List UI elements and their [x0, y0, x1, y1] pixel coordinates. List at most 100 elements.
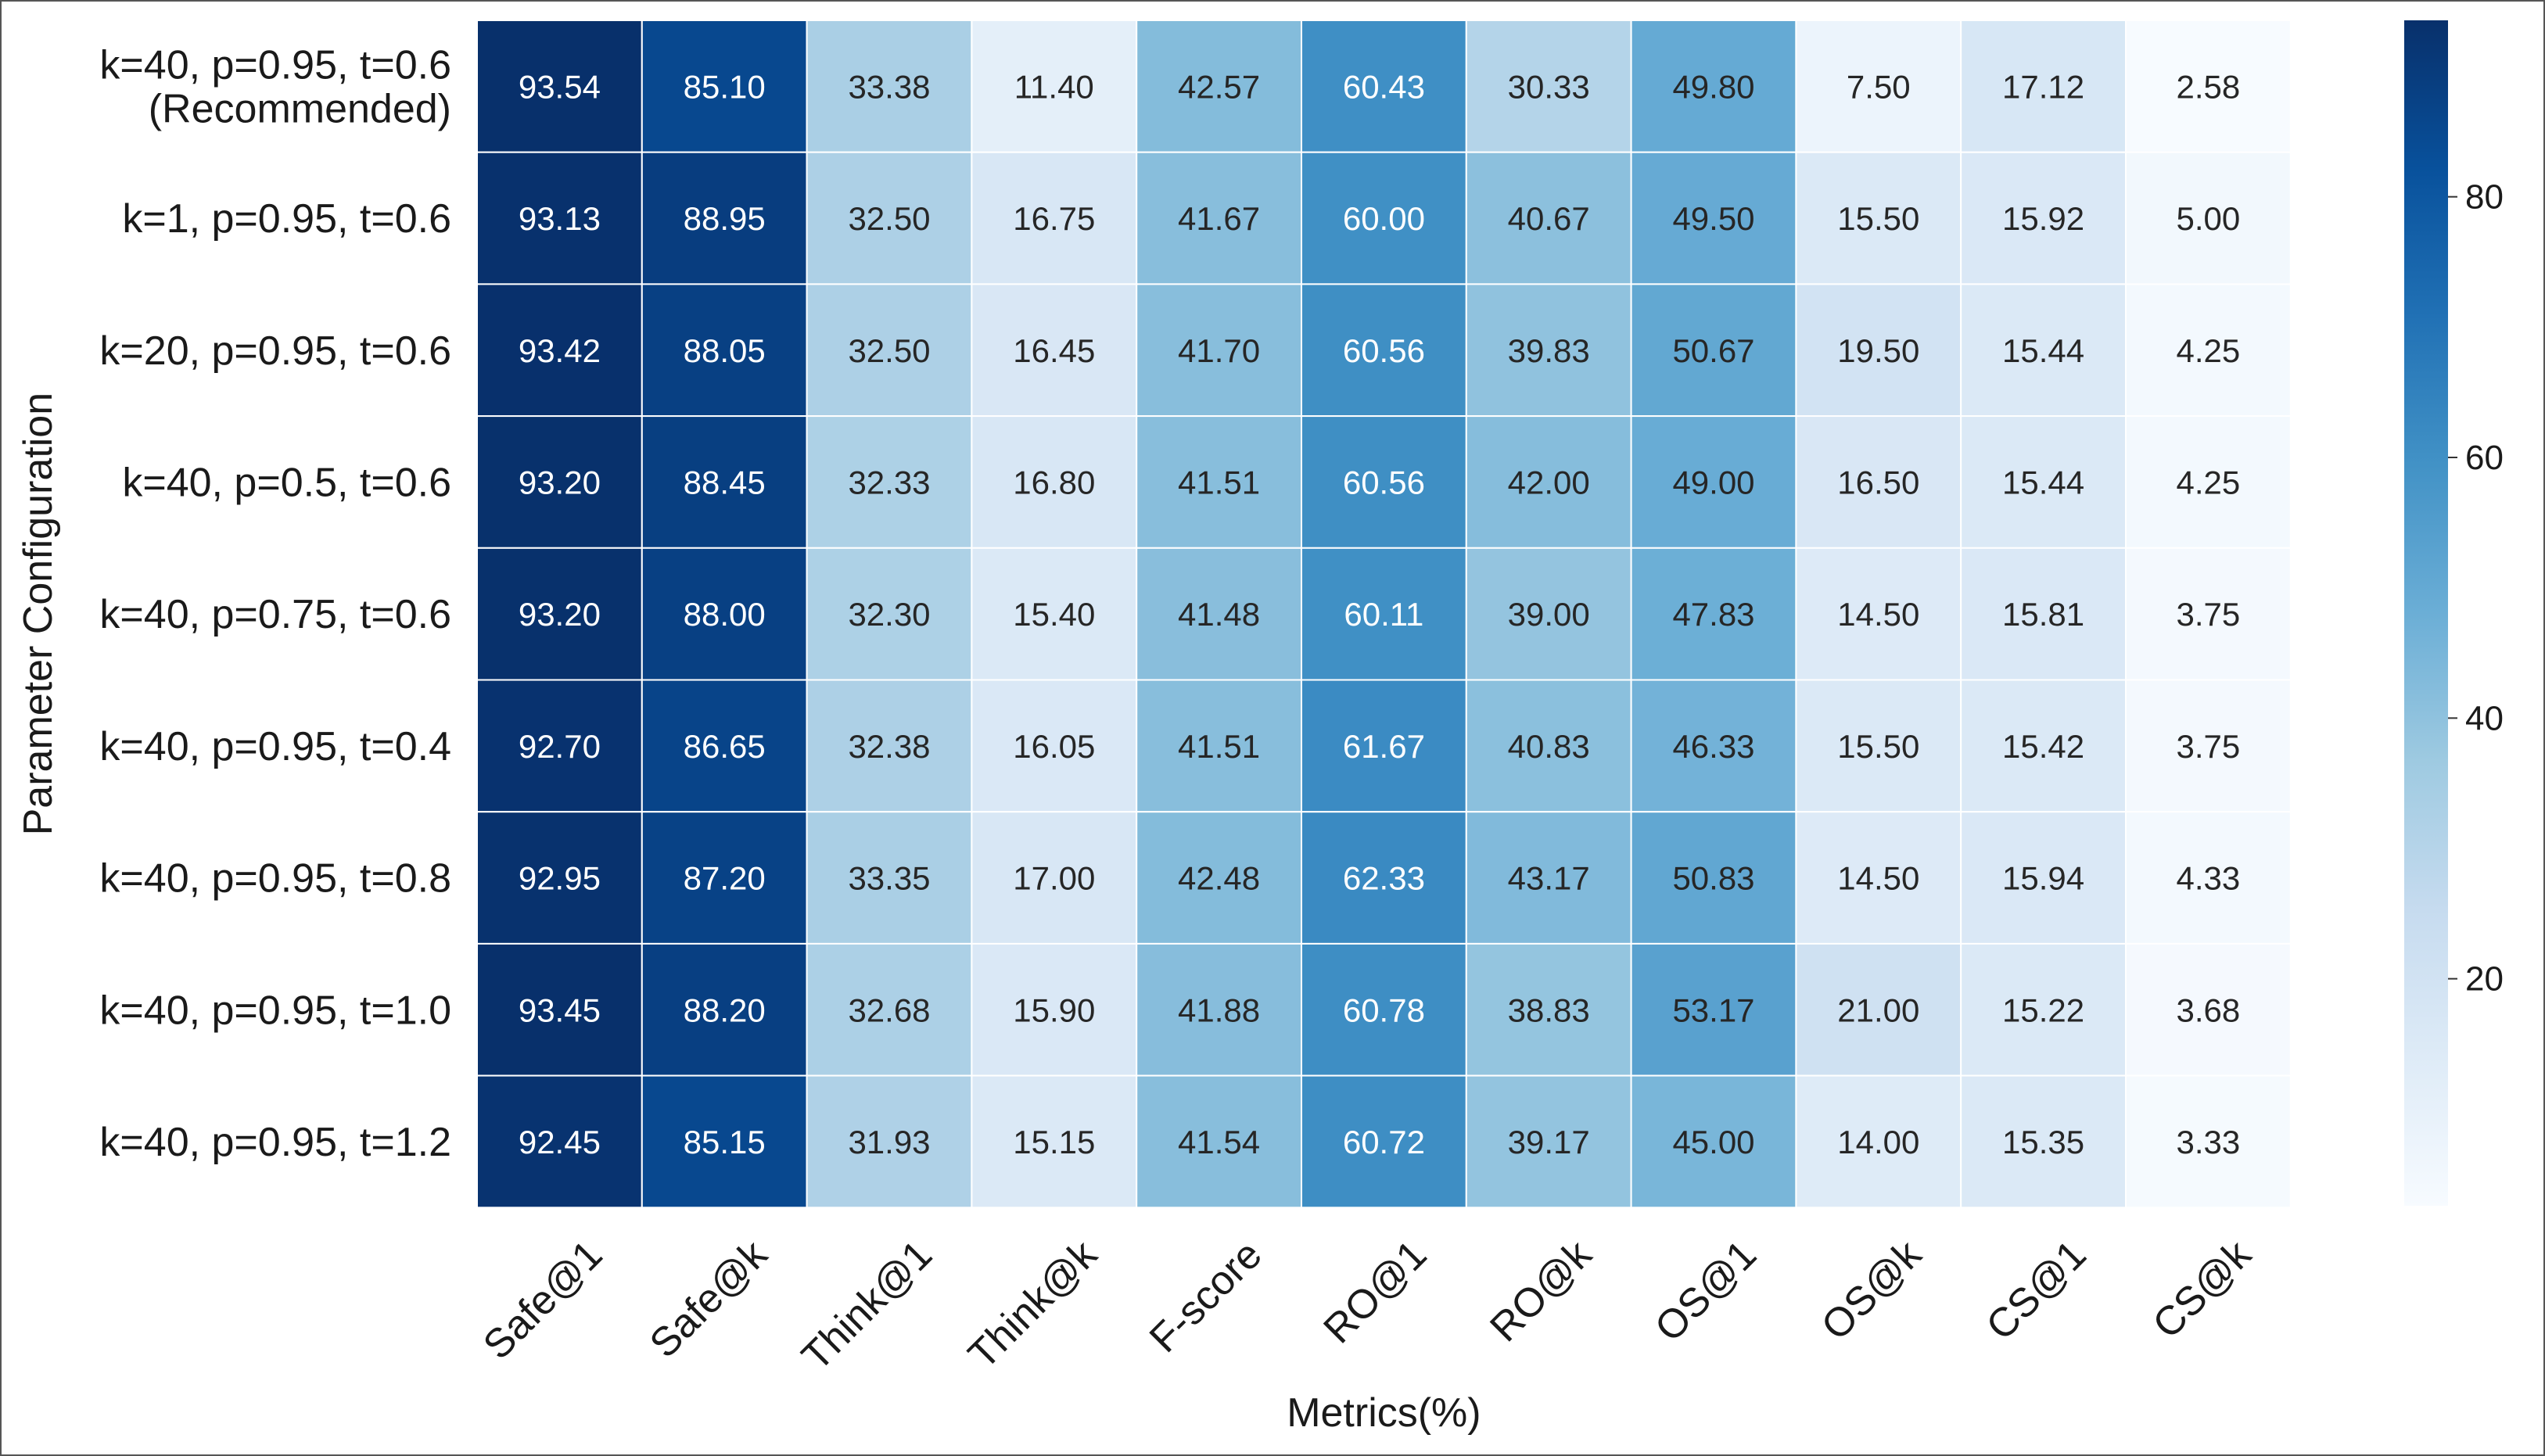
heatmap-cell [971, 547, 1138, 681]
heatmap-cell [2125, 283, 2292, 418]
heatmap-cell [476, 151, 643, 285]
heatmap-cell [1960, 151, 2127, 285]
cell-value-label: 60.00 [1343, 200, 1425, 237]
row-labels: k=40, p=0.95, t=0.6(Recommended) k=1, p=0… [99, 42, 451, 1165]
heatmap-cell [476, 283, 643, 418]
heatmap-cell [1960, 942, 2127, 1077]
cell-value-label: 17.12 [2002, 68, 2084, 105]
cell-value-label: 16.80 [1013, 464, 1095, 500]
heatmap-cell [1301, 679, 1467, 813]
cell-value-label: 39.17 [1508, 1124, 1590, 1160]
heatmap-cell [971, 1074, 1138, 1209]
cell-value-label: 49.50 [1672, 200, 1754, 237]
heatmap-cell [2125, 151, 2292, 285]
cell-value-label: 88.95 [684, 200, 766, 237]
heatmap-cell [971, 151, 1138, 285]
cell-value-label: 49.80 [1672, 68, 1754, 105]
heatmap-cell [2125, 679, 2292, 813]
cell-value-label: 46.33 [1672, 728, 1754, 765]
cell-value-label: 21.00 [1837, 992, 1919, 1028]
cell-value-label: 16.05 [1013, 728, 1095, 765]
cell-value-label: 16.50 [1837, 464, 1919, 500]
heatmap-cell [641, 942, 808, 1077]
cell-value-label: 16.75 [1013, 200, 1095, 237]
cell-value-label: 41.67 [1178, 200, 1260, 237]
cell-value-label: 15.40 [1013, 596, 1095, 633]
heatmap-cell [1301, 942, 1467, 1077]
column-label: OS@1 [1646, 1232, 1765, 1350]
heatmap-cell [1630, 811, 1797, 945]
cell-value-label: 16.45 [1013, 332, 1095, 369]
heatmap-cell [971, 942, 1138, 1077]
heatmap-cell [971, 811, 1138, 945]
cell-value-label: 15.50 [1837, 200, 1919, 237]
heatmap-cell [1795, 151, 1962, 285]
heatmap-cell [2125, 942, 2292, 1077]
heatmap-cell [1465, 547, 1632, 681]
heatmap-cell [806, 811, 973, 945]
heatmap-cell [476, 20, 643, 153]
heatmap-cell [641, 20, 808, 153]
cell-value-label: 42.48 [1178, 860, 1260, 897]
cell-value-label: 60.56 [1343, 464, 1425, 500]
heatmap-cell [1960, 1074, 2127, 1209]
heatmap-cell [1136, 942, 1302, 1077]
heatmap-cell [1465, 942, 1632, 1077]
heatmap-cell [806, 547, 973, 681]
heatmap-cell [1960, 20, 2127, 153]
cell-value-label: 92.95 [519, 860, 601, 897]
heatmap-cell [476, 547, 643, 681]
cell-value-label: 50.83 [1672, 860, 1754, 897]
cell-value-label: 62.33 [1343, 860, 1425, 897]
heatmap-cell [1630, 20, 1797, 153]
cell-value-label: 60.11 [1344, 596, 1423, 633]
heatmap-cell [1301, 1074, 1467, 1209]
heatmap-cell [1795, 415, 1962, 549]
column-labels: Safe@1 Safe@k Think@1 Think@k F-score RO@1 RO@… [475, 1232, 2260, 1379]
cell-value-label: 93.42 [519, 332, 601, 369]
heatmap-cell [476, 1074, 643, 1209]
row-label: (Recommended) [149, 86, 451, 131]
cell-value-label: 41.54 [1178, 1124, 1260, 1160]
cell-value-label: 30.33 [1508, 68, 1590, 105]
y-axis-title: Parameter Configuration [16, 393, 61, 836]
heatmap-cell [806, 1074, 973, 1209]
row-label: k=40, p=0.95, t=1.2 [99, 1120, 451, 1165]
column-label: OS@k [1813, 1232, 1931, 1350]
row-label: k=40, p=0.95, t=0.4 [99, 724, 451, 769]
cell-value-label: 87.20 [684, 860, 766, 897]
cell-value-label: 4.25 [2177, 464, 2241, 500]
cell-value-label: 4.25 [2177, 332, 2241, 369]
heatmap-cell [641, 415, 808, 549]
heatmap-cell [1630, 942, 1797, 1077]
cell-value-label: 5.00 [2177, 200, 2241, 237]
cell-value-label: 15.94 [2002, 860, 2084, 897]
cell-value-label: 88.00 [684, 596, 766, 633]
cell-value-label: 15.44 [2002, 332, 2084, 369]
heatmap-cell [476, 942, 643, 1077]
cell-value-label: 85.10 [684, 68, 766, 105]
column-label: RO@1 [1316, 1232, 1436, 1352]
cell-value-label: 38.83 [1508, 992, 1590, 1028]
heatmap-cell [1301, 415, 1467, 549]
cell-value-label: 32.50 [848, 200, 930, 237]
row-label: k=40, p=0.95, t=1.0 [99, 988, 451, 1033]
heatmap-cells: 93.54 85.10 33.38 11.40 42.57 60.43 30.33 49.80… [476, 20, 2292, 1209]
cell-value-label: 93.54 [519, 68, 601, 105]
cell-value-label: 92.45 [519, 1124, 601, 1160]
heatmap-cell [641, 151, 808, 285]
heatmap-cell [1301, 151, 1467, 285]
cell-value-label: 15.15 [1013, 1124, 1095, 1160]
colorbar-tick-label: 20 [2465, 960, 2504, 999]
column-label: Think@1 [793, 1232, 941, 1379]
cell-value-label: 41.51 [1178, 464, 1260, 500]
cell-value-label: 86.65 [684, 728, 766, 765]
heatmap-cell [2125, 20, 2292, 153]
row-label: k=40, p=0.75, t=0.6 [99, 592, 451, 637]
cell-value-label: 60.72 [1343, 1124, 1425, 1160]
cell-value-label: 88.05 [684, 332, 766, 369]
cell-value-label: 41.88 [1178, 992, 1260, 1028]
heatmap-cell [1136, 1074, 1302, 1209]
heatmap-cell [806, 151, 973, 285]
